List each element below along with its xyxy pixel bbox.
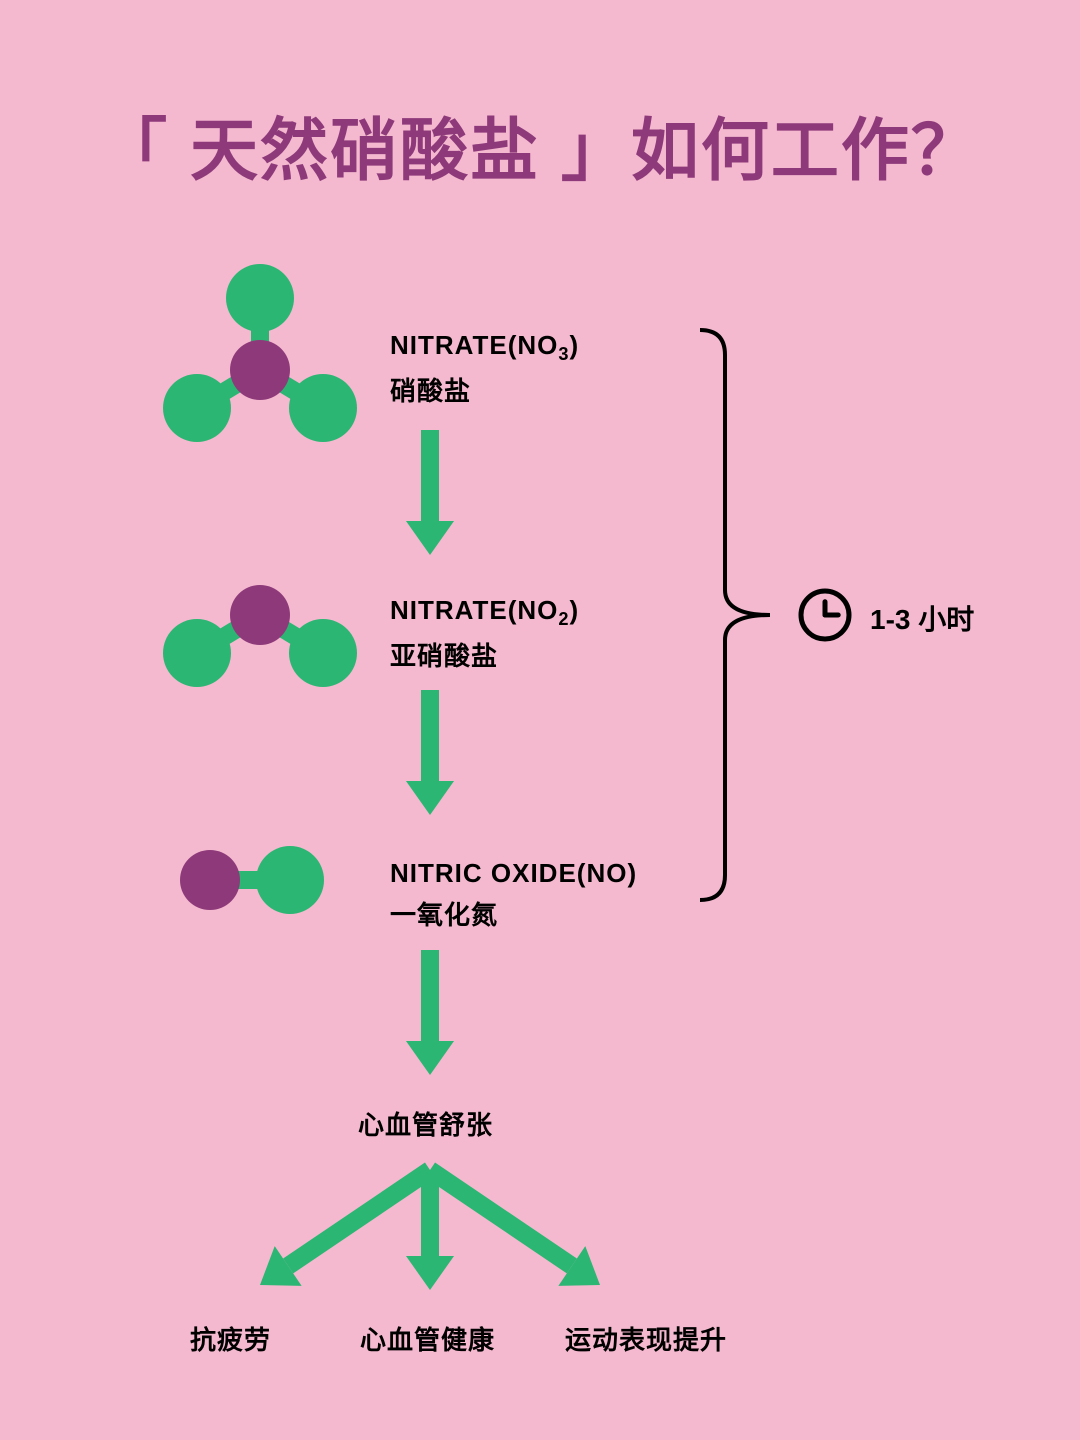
stage-label-0: NITRATE(NO3) 硝酸盐: [390, 330, 579, 408]
stage-en-1: NITRATE(NO2): [390, 595, 579, 630]
outcome-0: 抗疲劳: [190, 1320, 271, 1357]
stage-en-0: NITRATE(NO3): [390, 330, 579, 365]
stage-cn-2: 一氧化氮: [390, 895, 637, 932]
stage-en-2: NITRIC OXIDE(NO): [390, 858, 637, 889]
vasodilation-label: 心血管舒张: [358, 1105, 493, 1142]
stage-cn-0: 硝酸盐: [390, 371, 579, 408]
diagram-canvas: [0, 0, 1080, 1440]
outcome-1: 心血管健康: [360, 1320, 495, 1357]
time-label: 1-3 小时: [870, 598, 974, 638]
stage-label-2: NITRIC OXIDE(NO) 一氧化氮: [390, 858, 637, 932]
outcome-2: 运动表现提升: [565, 1320, 727, 1357]
stage-cn-1: 亚硝酸盐: [390, 636, 579, 673]
stage-label-1: NITRATE(NO2) 亚硝酸盐: [390, 595, 579, 673]
